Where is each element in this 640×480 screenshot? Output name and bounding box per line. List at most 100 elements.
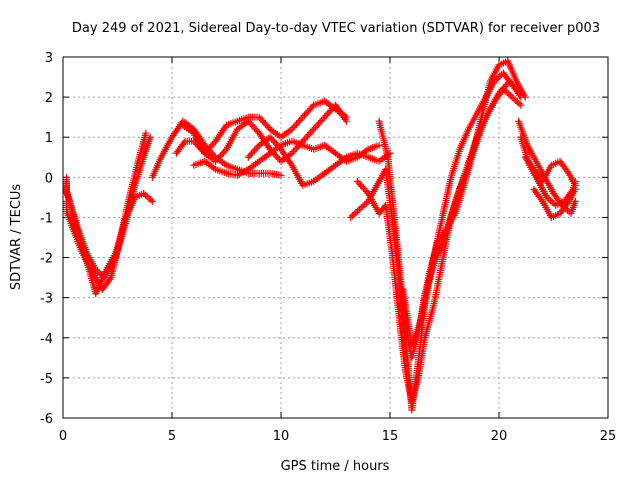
data-point — [249, 148, 257, 156]
data-point — [254, 143, 262, 151]
data-point — [316, 118, 324, 126]
data-point — [308, 127, 316, 135]
plot-frame — [62, 56, 609, 419]
data-point — [255, 113, 263, 121]
data-point — [272, 140, 280, 148]
y-axis-label: SDTVAR / TECUs — [9, 184, 24, 291]
data-point — [288, 149, 296, 157]
data-point — [322, 111, 330, 119]
data-point — [300, 136, 308, 144]
grid — [62, 56, 609, 419]
data-point — [537, 196, 545, 204]
series-track-15 — [521, 153, 579, 189]
data-point — [293, 120, 301, 128]
data-point — [251, 146, 259, 154]
data-point — [291, 146, 299, 154]
data-point — [571, 185, 579, 193]
data-point — [296, 117, 304, 125]
data-point — [249, 122, 257, 130]
data-point — [342, 113, 350, 121]
data-point — [213, 156, 221, 164]
data-point — [319, 115, 327, 123]
data-point — [313, 122, 321, 130]
data-point — [358, 183, 366, 191]
data-point — [268, 135, 276, 143]
data-point — [271, 138, 279, 146]
data-point — [207, 142, 215, 150]
data-point — [260, 118, 268, 126]
data-point — [314, 120, 322, 128]
data-point — [302, 110, 310, 118]
data-point — [289, 148, 297, 156]
data-point — [361, 186, 369, 194]
x-tick-label: 0 — [59, 429, 67, 444]
data-point — [521, 93, 529, 101]
data-point — [251, 124, 259, 132]
data-point — [495, 89, 503, 97]
data-point — [274, 142, 282, 150]
data-point — [265, 123, 273, 131]
y-tick-label: 3 — [45, 51, 53, 66]
data-point — [269, 137, 277, 145]
data-point — [360, 184, 368, 192]
data-point — [221, 147, 229, 155]
data-point — [321, 113, 329, 121]
data-point — [325, 108, 333, 116]
data-point — [305, 130, 313, 138]
y-tick-label: -4 — [40, 332, 53, 347]
data-point — [517, 101, 525, 109]
x-tick-label: 20 — [491, 429, 508, 444]
data-point — [564, 168, 572, 176]
data-point — [142, 129, 150, 137]
series-track-16 — [530, 185, 579, 221]
data-point — [261, 120, 269, 128]
y-tick-label: 1 — [45, 131, 53, 146]
data-point — [305, 106, 313, 114]
series-track-8 — [244, 133, 394, 189]
data-point — [363, 188, 371, 196]
data-point — [204, 146, 212, 154]
data-point — [302, 134, 310, 142]
data-point — [303, 108, 311, 116]
data-point — [356, 181, 364, 189]
data-point — [257, 115, 265, 123]
data-point — [308, 103, 316, 111]
data-point — [500, 84, 508, 92]
data-point — [297, 115, 305, 123]
x-tick-label: 10 — [273, 429, 290, 444]
data-point — [212, 157, 220, 165]
data-point — [247, 150, 255, 158]
data-point — [258, 117, 266, 125]
data-point — [272, 152, 280, 160]
data-point — [146, 133, 154, 141]
data-point — [208, 141, 216, 149]
series-track-6 — [179, 97, 350, 157]
data-point — [501, 82, 509, 90]
data-point — [317, 117, 325, 125]
y-tick-label: 2 — [45, 91, 53, 106]
data-point — [263, 122, 271, 130]
data-point — [275, 144, 283, 152]
data-point — [307, 129, 315, 137]
data-point — [218, 150, 226, 158]
data-point — [375, 141, 383, 149]
data-point — [219, 149, 227, 157]
data-point — [252, 126, 260, 134]
data-point — [300, 111, 308, 119]
data-point — [289, 123, 297, 131]
data-point — [246, 119, 254, 127]
data-point — [288, 125, 296, 133]
data-point — [353, 177, 361, 185]
data-point — [355, 179, 363, 187]
data-point — [247, 121, 255, 129]
x-tick-label: 25 — [600, 429, 617, 444]
tick-labels: 0 5 10 15 20 25 -6 -5 -4 -3 -2 -1 0 1 2 3 — [40, 51, 616, 444]
data-point — [274, 154, 282, 162]
y-tick-label: -3 — [40, 292, 53, 307]
data-point — [254, 127, 262, 135]
data-point — [497, 87, 505, 95]
data-point — [216, 152, 224, 160]
data-point — [294, 118, 302, 126]
